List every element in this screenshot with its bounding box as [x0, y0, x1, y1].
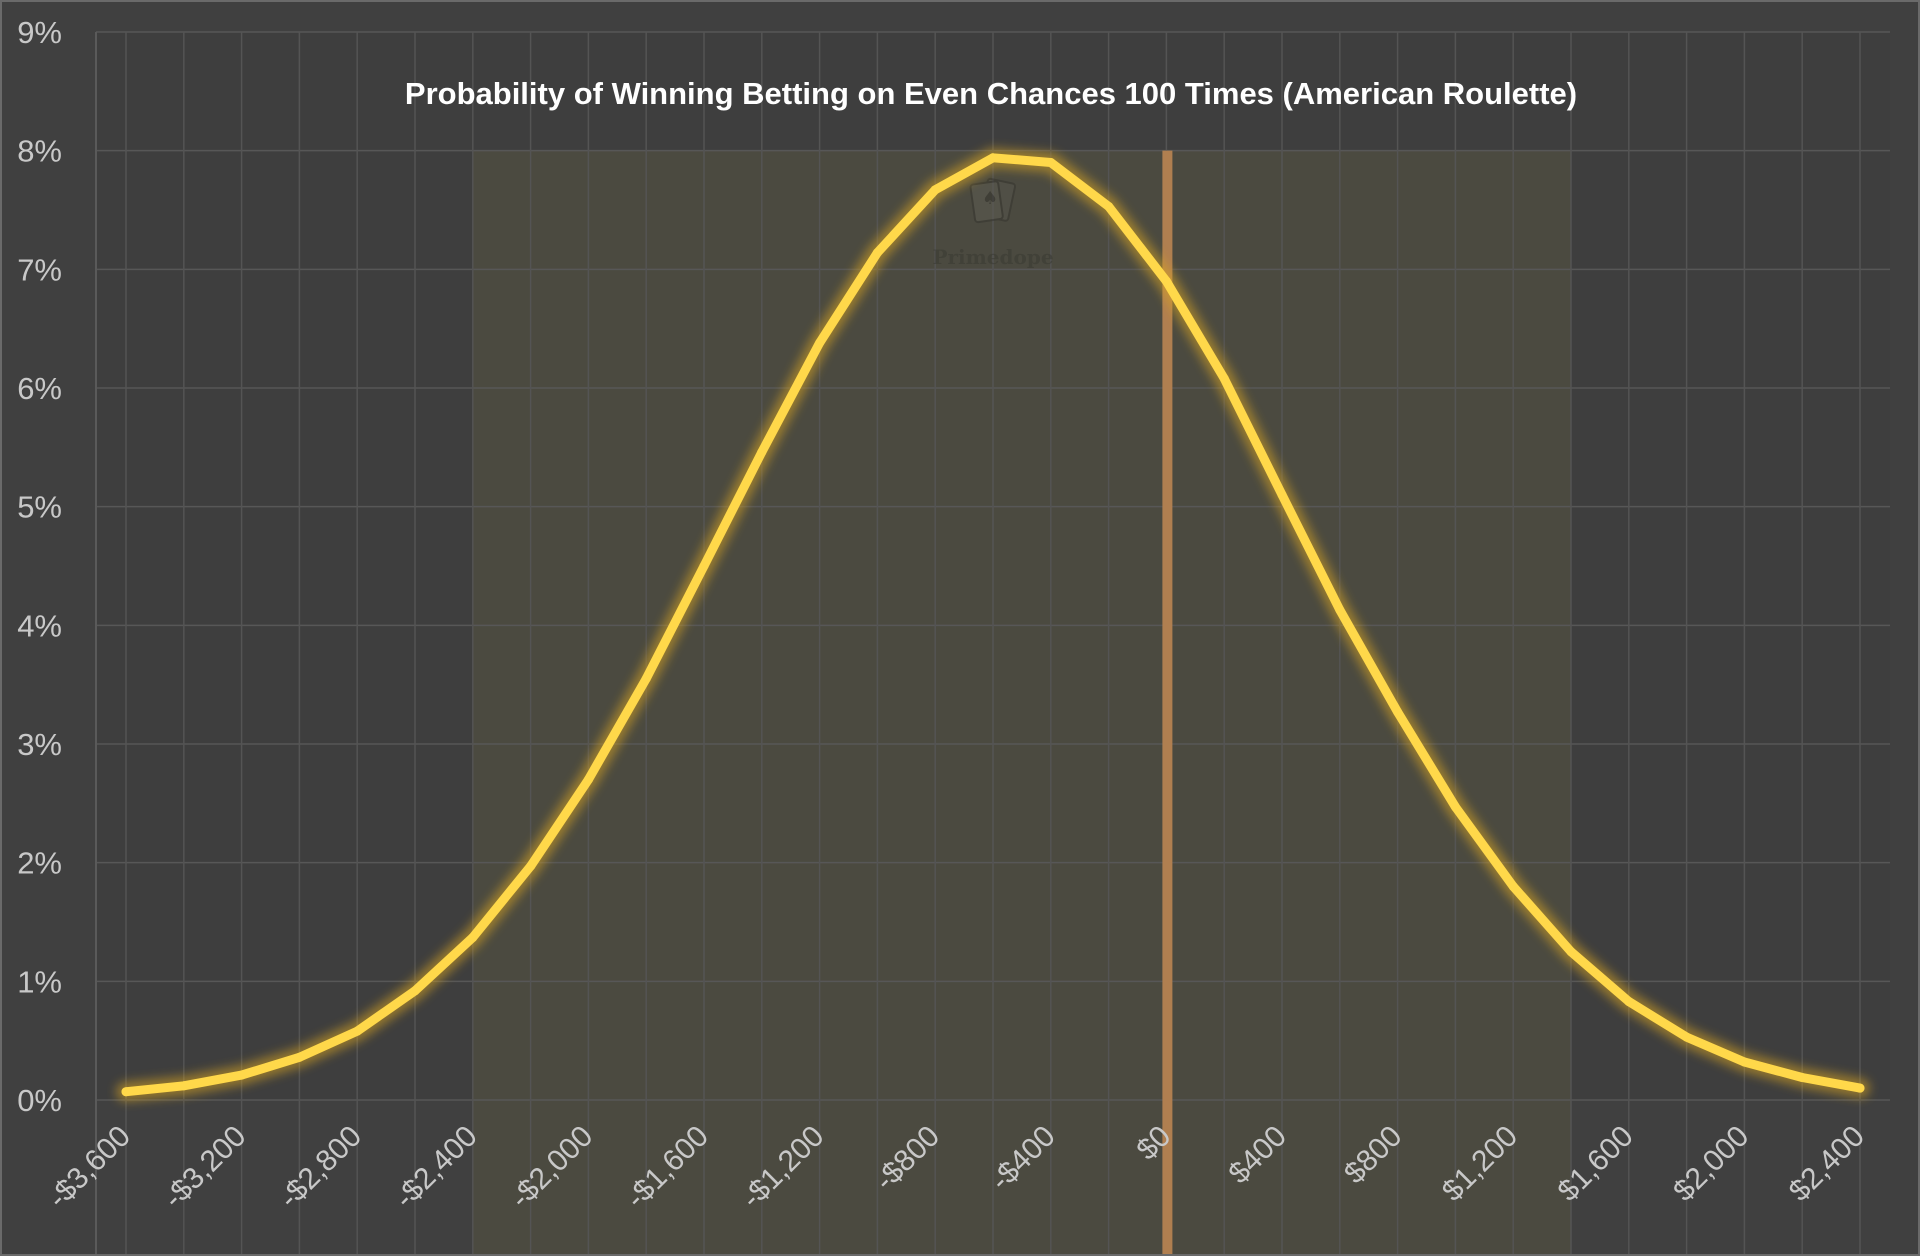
y-tick-label: 6% [17, 371, 62, 406]
data-point [1797, 1072, 1807, 1082]
data-point [1046, 158, 1056, 168]
data-point [757, 447, 767, 457]
data-point [930, 185, 940, 195]
data-point [699, 561, 709, 571]
data-point [1277, 490, 1287, 500]
data-point [1219, 374, 1229, 384]
data-point [1335, 605, 1345, 615]
y-tick-label: 9% [17, 15, 62, 50]
data-point [1508, 881, 1518, 891]
y-tick-label: 3% [17, 727, 62, 762]
data-point [872, 248, 882, 258]
data-point [468, 932, 478, 942]
data-point [1566, 947, 1576, 957]
data-point [294, 1052, 304, 1062]
y-tick-label: 7% [17, 252, 62, 287]
data-point [583, 775, 593, 785]
watermark: ♠ Primedope [932, 177, 1054, 269]
playing-cards-icon: ♠ [969, 177, 1017, 224]
y-axis-labels: 0% 1% 2% 3% 4% 5% 6% 7% 8% 9% [17, 15, 62, 1118]
data-point [988, 153, 998, 163]
data-points [121, 153, 1865, 1097]
data-point [237, 1070, 247, 1080]
y-tick-label: 4% [17, 608, 62, 643]
data-point [352, 1026, 362, 1036]
chart-title: Probability of Winning Betting on Even C… [405, 76, 1577, 111]
y-tick-label: 8% [17, 134, 62, 169]
y-tick-label: 2% [17, 846, 62, 881]
data-point [1161, 276, 1171, 286]
data-point [1393, 707, 1403, 717]
data-point [1739, 1057, 1749, 1067]
svg-text:♠: ♠ [982, 188, 998, 209]
data-point [1855, 1083, 1865, 1093]
data-point [1104, 201, 1114, 211]
data-point [526, 861, 536, 871]
y-tick-label: 1% [17, 964, 62, 999]
y-tick-label: 5% [17, 490, 62, 525]
data-point [641, 674, 651, 684]
data-point [1450, 802, 1460, 812]
watermark-text: Primedope [932, 245, 1053, 269]
data-point [1682, 1032, 1692, 1042]
data-point [179, 1081, 189, 1091]
data-point [410, 986, 420, 996]
data-point [1624, 997, 1634, 1007]
y-tick-label: 0% [17, 1083, 62, 1118]
data-point [121, 1087, 131, 1097]
data-point [815, 338, 825, 348]
